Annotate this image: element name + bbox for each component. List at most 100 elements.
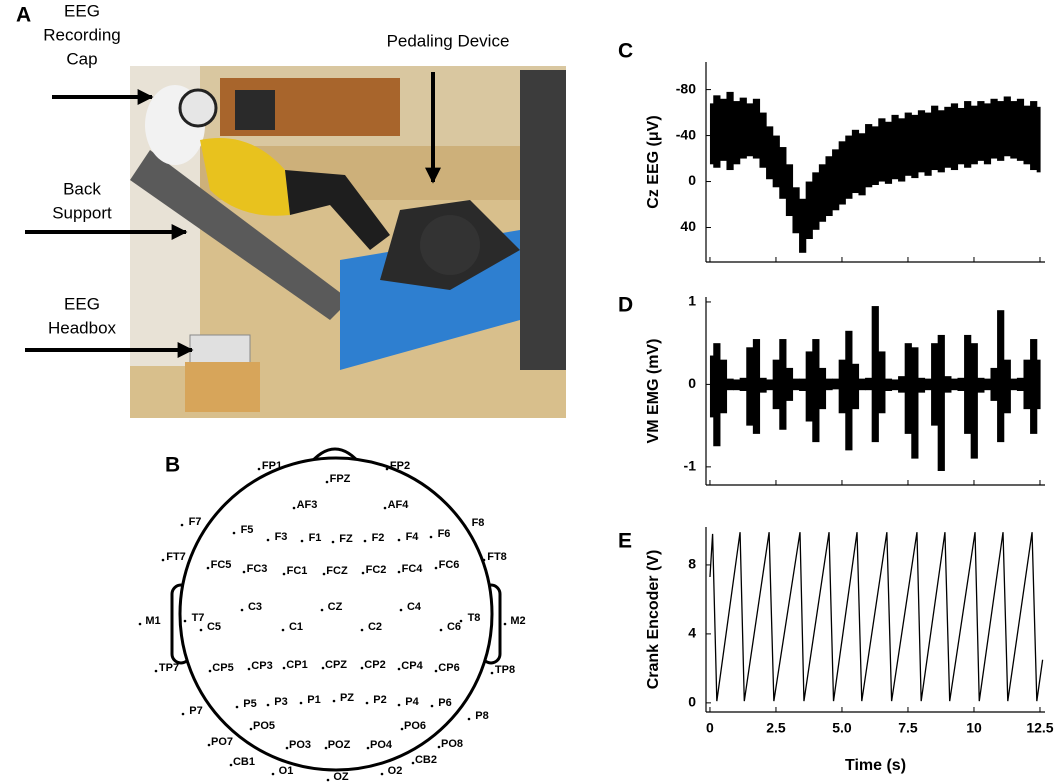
electrode-label: FCZ <box>326 565 348 577</box>
signal-envelope <box>1016 377 1025 391</box>
signal-envelope <box>878 351 886 414</box>
signal-envelope <box>799 378 807 391</box>
electrode-dot <box>322 572 326 576</box>
electrode-label: T8 <box>468 612 481 624</box>
signal-envelope <box>733 379 741 391</box>
signal-envelope <box>726 91 734 171</box>
signal-envelope <box>911 114 919 179</box>
electrode-dot <box>180 523 184 527</box>
y-tick-label: 1 <box>688 293 696 309</box>
signal-envelope <box>997 310 1005 443</box>
electrode-dot <box>490 671 494 675</box>
electrode-dot <box>332 699 336 703</box>
panel-label: D <box>618 294 633 317</box>
signal-envelope <box>851 363 860 410</box>
signal-envelope <box>891 379 899 391</box>
signal-envelope <box>709 103 714 165</box>
electrode-label: OZ <box>333 771 349 783</box>
signal-envelope <box>838 359 846 414</box>
electrode-label: TP7 <box>159 662 179 674</box>
electrode-label: P8 <box>475 710 488 722</box>
signal-envelope <box>851 129 860 194</box>
signal-envelope <box>904 112 912 176</box>
signal-envelope <box>977 101 985 161</box>
electrode-label: F2 <box>372 532 385 544</box>
electrode-label: C5 <box>207 621 221 633</box>
signal-envelope <box>766 126 774 180</box>
signal-envelope <box>772 135 780 188</box>
signal-envelope <box>871 306 879 443</box>
electrode-label: FT8 <box>487 551 507 563</box>
signal-envelope <box>825 156 833 217</box>
signal-envelope <box>858 378 866 391</box>
electrode-dot <box>434 566 438 570</box>
electrode-label: P3 <box>274 696 287 708</box>
electrode-dot <box>229 763 233 767</box>
electrode-dot <box>181 712 185 716</box>
signal-envelope <box>812 339 820 443</box>
signal-envelope <box>898 118 906 182</box>
panel-label: B <box>165 454 180 477</box>
electrode-dot <box>138 622 142 626</box>
signal-envelope <box>709 355 714 418</box>
electrode-dot <box>282 666 286 670</box>
electrode-label: FC2 <box>366 564 387 576</box>
electrode-label: C3 <box>248 601 262 613</box>
signal-envelope <box>785 367 794 401</box>
electrode-dot <box>199 628 203 632</box>
electrode-label: C1 <box>289 621 303 633</box>
electrode-label: F3 <box>275 531 288 543</box>
signal-envelope <box>990 98 998 159</box>
electrode-dot <box>247 667 251 671</box>
y-tick-label: 0 <box>688 694 696 710</box>
signal-envelope <box>713 343 721 447</box>
electrode-label: FT7 <box>166 551 186 563</box>
signal-envelope <box>746 103 754 157</box>
electrode-dot <box>235 705 239 709</box>
photo-annotation: Support <box>52 203 112 222</box>
electrode-dot <box>503 622 507 626</box>
x-tick-label: 7.5 <box>898 720 918 736</box>
x-tick-label: 2.5 <box>766 720 786 736</box>
signal-envelope <box>719 359 728 414</box>
electrode-label: PO4 <box>370 739 393 751</box>
electrode-dot <box>320 608 324 612</box>
signal-envelope <box>713 95 721 168</box>
signal-envelope <box>792 378 800 391</box>
electrode-label: CP2 <box>364 659 385 671</box>
signal-envelope <box>911 347 919 459</box>
signal-envelope <box>746 347 754 426</box>
signal-envelope <box>845 135 853 199</box>
electrode-label: FC4 <box>402 563 424 575</box>
electrode-label: F7 <box>189 516 202 528</box>
signal-envelope <box>977 377 985 393</box>
electrode-label: CP5 <box>212 662 233 674</box>
electrode-label: C6 <box>447 621 461 633</box>
y-axis-label: VM EMG (mV) <box>645 339 662 444</box>
signal-envelope <box>964 101 972 168</box>
signal-envelope <box>1010 378 1018 391</box>
signal-envelope <box>772 359 780 410</box>
electrode-label: F8 <box>472 517 485 529</box>
signal-envelope <box>838 141 846 205</box>
y-axis-label: Crank Encoder (V) <box>645 550 662 690</box>
signal-envelope <box>878 118 886 182</box>
electrode-label: P4 <box>405 696 419 708</box>
arrows <box>25 72 441 358</box>
electrode-label: AF3 <box>297 499 318 511</box>
signal-envelope <box>964 334 972 434</box>
electrode-dot <box>326 778 330 782</box>
signal-envelope <box>1003 359 1011 414</box>
electrode-dot <box>397 667 401 671</box>
photo-annotation: Back <box>63 179 101 198</box>
electrode-label: P7 <box>189 705 202 717</box>
electrode-label: F5 <box>241 524 254 536</box>
electrode-label: T7 <box>192 612 205 624</box>
signal-envelope <box>904 343 912 434</box>
electrode-dot <box>292 506 296 510</box>
electrode-dot <box>183 619 187 623</box>
electrode-label: PO3 <box>289 739 311 751</box>
signal-envelope <box>957 107 965 165</box>
electrode-label: CP1 <box>286 659 307 671</box>
x-tick-label: 5.0 <box>832 720 852 736</box>
